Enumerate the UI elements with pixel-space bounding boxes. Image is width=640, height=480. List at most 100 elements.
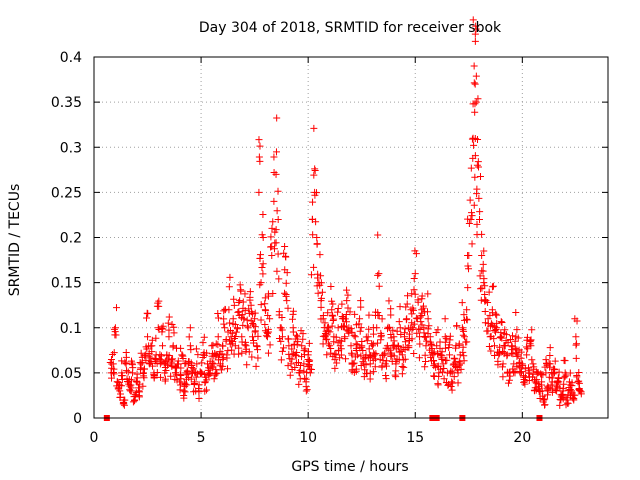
data-point — [490, 342, 498, 350]
data-point — [424, 308, 432, 316]
data-point — [411, 247, 419, 255]
data-point — [274, 250, 282, 258]
chart-title: Day 304 of 2018, SRMTID for receiver sbo… — [199, 20, 502, 36]
data-point — [521, 380, 529, 388]
data-point — [481, 319, 489, 327]
data-point — [517, 368, 525, 376]
data-point — [493, 311, 501, 319]
data-point — [456, 359, 464, 367]
data-point — [256, 281, 264, 289]
data-point — [440, 375, 448, 383]
data-point — [475, 194, 483, 202]
data-point — [410, 275, 418, 283]
data-point — [484, 327, 492, 335]
data-point — [478, 230, 486, 238]
data-point — [342, 318, 350, 326]
data-point — [485, 288, 493, 296]
data-point — [408, 335, 416, 343]
y-tick-label: 0.1 — [60, 321, 82, 337]
data-point — [280, 344, 288, 352]
data-point — [322, 331, 330, 339]
data-point — [226, 273, 234, 281]
data-point — [420, 332, 428, 340]
data-point — [214, 341, 222, 349]
data-point — [289, 307, 297, 315]
data-point — [511, 344, 519, 352]
data-point — [563, 399, 571, 407]
data-point — [218, 350, 226, 358]
data-point — [275, 308, 283, 316]
data-point — [324, 327, 332, 335]
data-point — [188, 369, 196, 377]
data-point — [417, 318, 425, 326]
data-point — [199, 339, 207, 347]
data-point — [286, 371, 294, 379]
data-point — [549, 365, 557, 373]
data-point — [405, 344, 413, 352]
data-point — [243, 322, 251, 330]
data-point — [424, 325, 432, 333]
data-point — [129, 398, 137, 406]
data-point — [195, 395, 203, 403]
data-point — [243, 361, 251, 369]
data-point — [183, 367, 191, 375]
data-point — [479, 267, 487, 275]
data-point — [121, 358, 129, 366]
data-point — [395, 318, 403, 326]
data-point — [266, 315, 274, 323]
data-point — [346, 308, 354, 316]
data-point — [356, 315, 364, 323]
data-point — [239, 321, 247, 329]
data-point — [408, 325, 416, 333]
data-point — [209, 364, 217, 372]
data-point — [132, 377, 140, 385]
data-point — [369, 368, 377, 376]
data-point — [517, 354, 525, 362]
data-point — [406, 330, 414, 338]
y-tick-label: 0 — [73, 411, 82, 427]
data-point — [446, 351, 454, 359]
data-point — [473, 220, 481, 228]
data-point — [332, 333, 340, 341]
data-point — [255, 153, 263, 161]
data-point — [195, 381, 203, 389]
data-point — [492, 310, 500, 318]
data-point — [314, 289, 322, 297]
data-point — [376, 356, 384, 364]
data-point — [503, 352, 511, 360]
data-point — [311, 165, 319, 173]
data-point — [444, 381, 452, 389]
data-point — [447, 383, 455, 391]
data-point — [527, 337, 535, 345]
data-point — [393, 327, 401, 335]
data-point — [144, 310, 152, 318]
data-point — [176, 378, 184, 386]
data-point — [418, 295, 426, 303]
data-point — [410, 320, 418, 328]
data-point — [470, 62, 478, 70]
data-point — [560, 356, 568, 364]
data-point — [375, 282, 383, 290]
data-point — [549, 385, 557, 393]
data-point — [176, 381, 184, 389]
data-point — [301, 374, 309, 382]
data-point — [278, 333, 286, 341]
data-point — [573, 371, 581, 379]
data-point — [471, 108, 479, 116]
data-point — [272, 239, 280, 247]
data-point — [169, 343, 177, 351]
data-point — [377, 336, 385, 344]
data-point — [148, 336, 156, 344]
data-point — [461, 333, 469, 341]
data-point — [109, 360, 117, 368]
data-point — [425, 322, 433, 330]
data-point — [552, 386, 560, 394]
data-point — [337, 351, 345, 359]
data-point — [471, 173, 479, 181]
data-point — [273, 207, 281, 215]
data-point — [415, 354, 423, 362]
data-point — [212, 352, 220, 360]
data-point — [327, 283, 335, 291]
data-point — [387, 305, 395, 313]
data-point — [511, 337, 519, 345]
